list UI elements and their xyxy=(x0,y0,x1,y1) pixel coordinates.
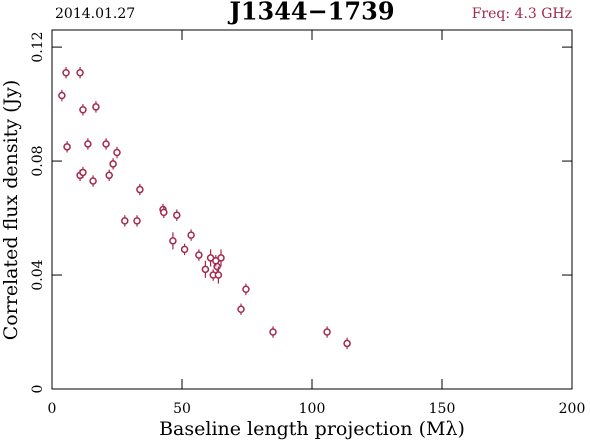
data-point xyxy=(160,208,168,217)
data-point xyxy=(113,148,121,157)
data-point xyxy=(173,211,181,219)
data-point xyxy=(136,185,144,194)
data-point xyxy=(92,103,100,111)
data-point xyxy=(84,140,92,148)
x-tick-label: 100 xyxy=(299,401,326,417)
data-point xyxy=(58,91,66,100)
data-point xyxy=(212,257,220,265)
y-tick-label: 0.08 xyxy=(30,145,46,176)
chart-subtitle: Freq: 4.3 GHz xyxy=(472,6,572,22)
data-point xyxy=(214,271,223,279)
data-point xyxy=(201,265,210,274)
data-point xyxy=(102,140,110,148)
data-point xyxy=(79,168,87,177)
data-point xyxy=(187,231,195,239)
plot-frame xyxy=(51,29,573,390)
data-point xyxy=(343,339,351,348)
data-point xyxy=(195,251,203,259)
y-axis-label: Correlated flux density (Jy) xyxy=(0,80,22,341)
data-point xyxy=(109,160,117,168)
data-point xyxy=(269,328,277,336)
data-point xyxy=(63,143,71,151)
data-point xyxy=(169,237,177,245)
data-point xyxy=(76,68,84,77)
data-point xyxy=(323,328,331,336)
data-point xyxy=(62,68,70,77)
chart-title: J1344−1739 xyxy=(227,0,394,26)
x-axis-label: Baseline length projection (Mλ) xyxy=(159,418,465,440)
data-point xyxy=(133,217,141,225)
data-point xyxy=(105,171,113,180)
x-tick-label: 200 xyxy=(559,401,586,417)
x-tick-label: 0 xyxy=(48,401,57,417)
y-tick-label: 0.12 xyxy=(30,32,46,63)
data-point xyxy=(237,305,245,313)
data-point xyxy=(180,245,189,254)
date: 2014.01.27 xyxy=(55,6,135,22)
data-point xyxy=(79,106,87,114)
data-point xyxy=(89,177,97,185)
x-tick-label: 150 xyxy=(429,401,456,417)
data-point xyxy=(121,217,129,225)
x-tick-label: 50 xyxy=(173,401,191,417)
y-tick-label: 0 xyxy=(30,385,46,394)
data-point xyxy=(242,285,250,294)
y-tick-label: 0.04 xyxy=(30,259,46,290)
